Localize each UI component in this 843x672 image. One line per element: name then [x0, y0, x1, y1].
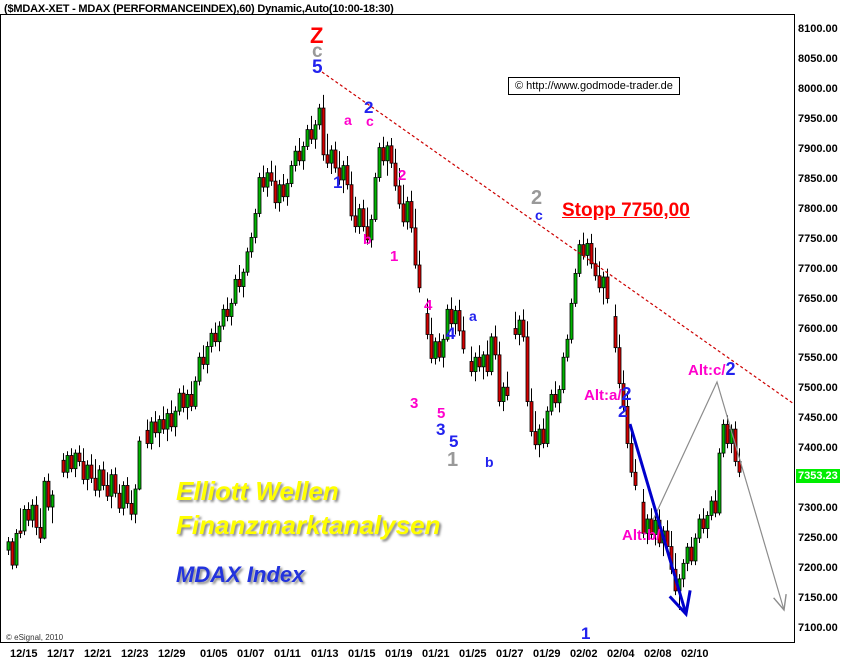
last-price-badge: 7353.23: [796, 469, 840, 484]
time-tick-label: 01/25: [459, 648, 487, 660]
time-axis: 12/15 12/17 12/21 12/23 12/29 01/05 01/07 01/11…: [0, 648, 795, 668]
elliott-wave-label: 4: [446, 324, 456, 343]
price-tick-label: 7450.00: [798, 412, 838, 425]
time-tick-label: 12/21: [84, 648, 112, 660]
alt-label-prefix: Alt:c/: [688, 362, 726, 379]
elliott-wave-label: 1: [390, 248, 399, 265]
time-tick-label: 01/19: [385, 648, 413, 660]
time-tick-label: 01/21: [422, 648, 450, 660]
time-tick-label: 12/23: [121, 648, 149, 660]
price-tick-label: 8000.00: [798, 82, 838, 95]
time-tick-label: 02/04: [607, 648, 635, 660]
price-axis: 8100.00 8050.00 8000.00 7950.00 7900.00 7850.…: [796, 14, 843, 643]
plot-area-border: [0, 14, 795, 643]
time-tick-label: 12/29: [158, 648, 186, 660]
elliott-wave-label: 1: [447, 449, 459, 471]
time-tick-label: 01/27: [496, 648, 524, 660]
price-tick-label: 7900.00: [798, 142, 838, 155]
time-tick-label: 02/10: [681, 648, 709, 660]
price-tick-label: 7550.00: [798, 352, 838, 365]
elliott-wave-label: 2: [531, 187, 543, 209]
stopp-annotation: Stopp 7750,00: [562, 200, 690, 221]
price-tick-label: 7250.00: [798, 532, 838, 545]
elliott-wave-label: 5: [312, 57, 323, 78]
price-tick-label: 7650.00: [798, 292, 838, 305]
price-tick-label: 7800.00: [798, 202, 838, 215]
elliott-wave-label: 1: [581, 624, 591, 643]
elliott-wave-label: 5: [437, 405, 446, 422]
elliott-wave-label: c: [535, 207, 543, 223]
price-tick-label: 7100.00: [798, 622, 838, 635]
alt-label-degree: 2: [725, 359, 736, 379]
watermark-line-3: MDAX Index: [176, 562, 305, 587]
price-tick-label: 7700.00: [798, 262, 838, 275]
alt-label-prefix: Alt:b/: [622, 527, 661, 544]
time-tick-label: 02/02: [570, 648, 598, 660]
alt-scenario-label: Alt:a/2: [584, 385, 632, 403]
price-tick-label: 7300.00: [798, 502, 838, 515]
time-tick-label: 12/17: [47, 648, 75, 660]
alt-label-degree: 2: [621, 384, 632, 404]
elliott-wave-label: a: [469, 308, 477, 324]
watermark-line-2: Finanzmarktanalysen: [176, 510, 441, 540]
price-tick-label: 7400.00: [798, 442, 838, 455]
alt-scenario-label: Alt:b/: [622, 528, 660, 543]
price-tick-label: 7200.00: [798, 562, 838, 575]
elliott-wave-label: c: [366, 113, 374, 129]
alt-label-prefix: Alt:a/: [584, 387, 622, 404]
time-tick-label: 12/15: [10, 648, 38, 660]
price-tick-label: 7950.00: [798, 112, 838, 125]
time-tick-label: 02/08: [644, 648, 672, 660]
esignal-credit: © eSignal, 2010: [6, 633, 64, 642]
website-credit-box: © http://www.godmode-trader.de: [508, 77, 680, 95]
elliott-wave-label: 3: [410, 395, 419, 412]
elliott-wave-label: 2: [398, 167, 407, 184]
alt-scenario-label: Alt:c/2: [688, 360, 736, 378]
time-tick-label: 01/07: [237, 648, 265, 660]
elliott-wave-label: 5: [449, 432, 459, 451]
price-tick-label: 8100.00: [798, 22, 838, 35]
time-tick-label: 01/15: [348, 648, 376, 660]
price-tick-label: 7500.00: [798, 382, 838, 395]
time-tick-label: 01/05: [200, 648, 228, 660]
elliott-wave-label: c: [312, 41, 323, 62]
price-tick-label: 7150.00: [798, 592, 838, 605]
elliott-wave-label: 4: [424, 297, 433, 314]
price-tick-label: 8050.00: [798, 52, 838, 65]
time-tick-label: 01/11: [274, 648, 301, 660]
elliott-wave-label: b: [363, 231, 372, 247]
price-tick-label: 7600.00: [798, 322, 838, 335]
elliott-wave-label: a: [344, 112, 352, 128]
elliott-wave-label: 2: [618, 402, 628, 421]
elliott-wave-label: 2: [364, 98, 374, 117]
chart-title: ($MDAX-XET - MDAX (PERFORMANCEINDEX),60)…: [4, 3, 394, 15]
elliott-wave-label: b: [485, 454, 494, 470]
price-tick-label: 7750.00: [798, 232, 838, 245]
time-tick-label: 01/29: [533, 648, 561, 660]
elliott-wave-label: 1: [333, 173, 343, 192]
price-tick-label: 7850.00: [798, 172, 838, 185]
watermark-line-1: Elliott Wellen: [176, 476, 339, 506]
elliott-wave-label: Z: [310, 23, 324, 48]
time-tick-label: 01/13: [311, 648, 339, 660]
elliott-wave-label: 3: [436, 420, 446, 439]
